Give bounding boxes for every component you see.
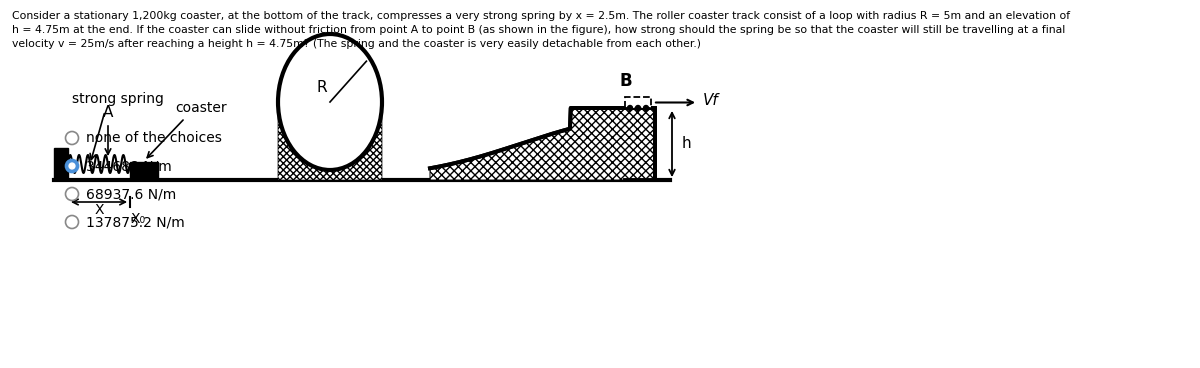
Circle shape xyxy=(66,216,78,229)
Polygon shape xyxy=(430,108,655,180)
Text: X: X xyxy=(95,203,103,217)
Text: Consider a stationary 1,200kg coaster, at the bottom of the track, compresses a : Consider a stationary 1,200kg coaster, a… xyxy=(12,11,1070,21)
Circle shape xyxy=(66,159,78,173)
Circle shape xyxy=(643,106,648,110)
Bar xyxy=(130,162,158,180)
Bar xyxy=(54,148,68,180)
Text: h = 4.75m at the end. If the coaster can slide without friction from point A to : h = 4.75m at the end. If the coaster can… xyxy=(12,25,1066,35)
Bar xyxy=(625,97,650,108)
Circle shape xyxy=(70,163,74,169)
Text: none of the choices: none of the choices xyxy=(86,131,222,145)
Text: strong spring: strong spring xyxy=(72,92,164,106)
Text: B: B xyxy=(619,72,632,90)
Text: h: h xyxy=(682,137,691,152)
Circle shape xyxy=(628,106,632,110)
Circle shape xyxy=(636,106,641,110)
Text: 137875.2 N/m: 137875.2 N/m xyxy=(86,215,185,229)
Circle shape xyxy=(66,131,78,145)
Text: R: R xyxy=(317,79,328,95)
Text: 68937.6 N/m: 68937.6 N/m xyxy=(86,187,176,201)
Polygon shape xyxy=(278,102,382,180)
Circle shape xyxy=(66,188,78,201)
Text: coaster: coaster xyxy=(175,101,227,115)
Text: A: A xyxy=(103,105,113,120)
Text: velocity v = 25m/s after reaching a height h = 4.75m? (The spring and the coaste: velocity v = 25m/s after reaching a heig… xyxy=(12,39,701,49)
Text: X₀: X₀ xyxy=(131,212,145,226)
Text: Vf: Vf xyxy=(703,93,719,108)
Text: 344688 N/m: 344688 N/m xyxy=(86,159,172,173)
